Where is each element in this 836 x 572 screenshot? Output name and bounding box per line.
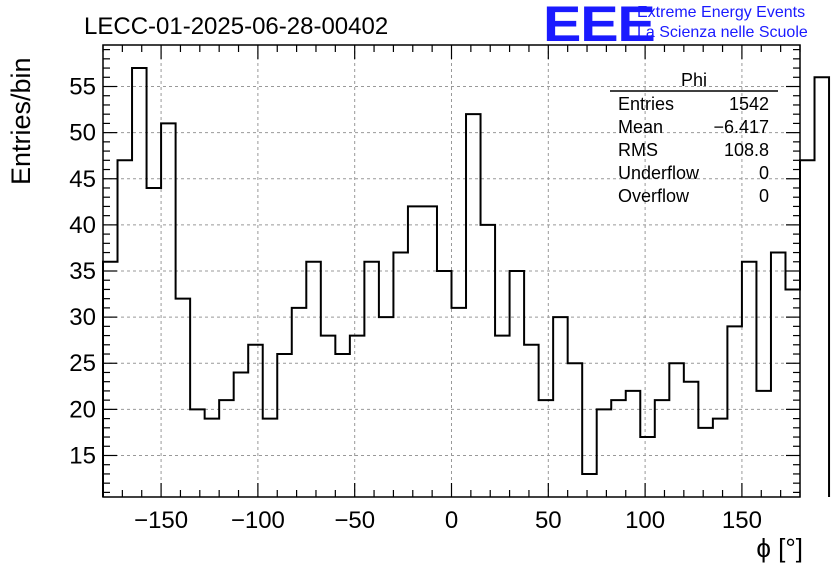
histogram-bin (321, 336, 336, 497)
x-tick-label: −150 (134, 507, 188, 534)
y-tick-label: 55 (69, 74, 96, 101)
stats-label: Mean (618, 117, 663, 137)
histogram-bin (785, 289, 800, 497)
x-tick-label: −50 (334, 507, 375, 534)
stats-value: −6.417 (713, 117, 769, 137)
histogram-bin (379, 317, 394, 497)
histogram-bin (452, 308, 467, 497)
histogram-bin (466, 114, 481, 497)
histogram-bin (176, 299, 191, 497)
tick-labels: −150 −100 −50 0 50 100 150 15 20 25 30 35 40 45 50 55 (69, 74, 762, 534)
plot-frame (102, 44, 801, 498)
y-tick-label: 25 (69, 350, 96, 377)
histogram-bin (698, 428, 713, 497)
stats-value: 1542 (729, 94, 769, 114)
histogram-bin (553, 317, 568, 497)
y-tick-label: 30 (69, 304, 96, 331)
histogram-bin (408, 206, 423, 497)
histogram-bin (800, 160, 815, 497)
x-tick-label: 100 (625, 507, 665, 534)
histogram-bin (539, 400, 554, 497)
histogram-bin (669, 363, 684, 497)
histogram-bin (815, 77, 830, 497)
histogram-bin (510, 271, 525, 497)
histogram-bin (393, 253, 408, 497)
histogram-bin (335, 354, 350, 497)
histogram-bin (611, 400, 626, 497)
histogram-bin (364, 262, 379, 497)
histogram-bin (684, 382, 699, 497)
histogram-bin (277, 354, 292, 497)
histogram-series (102, 67, 831, 497)
stats-label: Entries (618, 94, 674, 114)
x-tick-label: 0 (445, 507, 458, 534)
histogram-bin (132, 68, 147, 497)
stats-box-title: Phi (681, 70, 707, 90)
stats-label: RMS (618, 140, 658, 160)
histogram-bin (234, 372, 249, 497)
histogram-bin (597, 409, 612, 497)
stats-box: Phi Entries 1542 Mean −6.417 RMS 108.8 Underfl… (610, 70, 778, 206)
histogram-bin (263, 419, 278, 497)
y-tick-label: 50 (69, 120, 96, 147)
histogram-bin (742, 262, 757, 497)
x-tick-label: −100 (231, 507, 285, 534)
histogram-bin (495, 336, 510, 497)
y-tick-label: 45 (69, 166, 96, 193)
histogram-bin (422, 206, 437, 497)
x-tick-label: 150 (722, 507, 762, 534)
y-tick-label: 35 (69, 258, 96, 285)
run-title: LECC-01-2025-06-28-00402 (84, 13, 388, 40)
y-tick-label: 15 (69, 442, 96, 469)
histogram-bin (655, 400, 670, 497)
histogram-bin (190, 409, 205, 497)
histogram-bin (248, 345, 263, 497)
histogram-bin (568, 363, 583, 497)
x-axis-label: ϕ [°] (756, 533, 803, 563)
histogram-bin (118, 160, 133, 497)
stats-value: 0 (759, 186, 769, 206)
axis-ticks (102, 45, 801, 497)
x-tick-label: 50 (535, 507, 562, 534)
y-axis-label: Entries/bin (6, 57, 36, 185)
project-subtitle: La Scienza nelle Scuole (637, 24, 808, 41)
histogram-bin (103, 262, 118, 497)
histogram-bin (205, 419, 220, 497)
y-tick-label: 20 (69, 396, 96, 423)
stats-label: Overflow (618, 186, 690, 206)
histogram-bin (582, 474, 597, 497)
histogram-bin (524, 345, 539, 497)
project-name: Extreme Energy Events (637, 4, 806, 21)
histogram-bin (147, 188, 162, 497)
histogram-bin (713, 419, 728, 497)
histogram-bin (437, 271, 452, 497)
stats-label: Underflow (618, 163, 700, 183)
histogram-bin (481, 225, 496, 497)
histogram-bin (727, 326, 742, 497)
histogram-bin (640, 437, 655, 497)
histogram-bin (161, 123, 176, 497)
histogram-bin (306, 262, 321, 497)
histogram-bin (756, 391, 771, 497)
histogram-bin (771, 253, 786, 497)
eee-logo: EEE (543, 0, 656, 52)
stats-value: 0 (759, 163, 769, 183)
stats-value: 108.8 (724, 140, 769, 160)
histogram-bin (219, 400, 234, 497)
histogram-bin (292, 308, 307, 497)
y-tick-label: 40 (69, 212, 96, 239)
stats-rows: Entries 1542 Mean −6.417 RMS 108.8 Underflow 0 O… (618, 94, 769, 206)
histogram-bin (350, 336, 365, 497)
histogram-bin (626, 391, 641, 497)
